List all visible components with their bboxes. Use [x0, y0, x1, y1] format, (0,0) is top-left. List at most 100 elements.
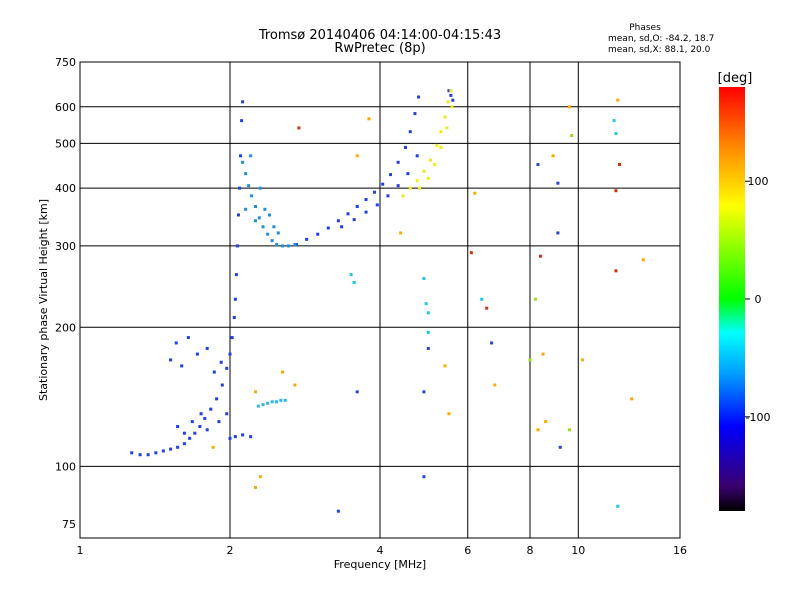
data-point: [352, 218, 356, 222]
data-point: [195, 352, 199, 356]
data-point: [396, 160, 400, 164]
data-point: [428, 158, 432, 162]
data-point: [266, 232, 270, 236]
data-point: [364, 198, 368, 202]
data-point: [570, 134, 574, 138]
data-point: [161, 449, 165, 453]
data-point: [435, 143, 439, 147]
data-point: [612, 119, 616, 123]
data-point: [415, 179, 419, 183]
data-point: [630, 397, 634, 401]
data-point: [283, 398, 287, 402]
data-point: [439, 130, 443, 134]
data-point: [490, 341, 494, 345]
data-point: [198, 425, 202, 429]
x-tick-label: 4: [377, 544, 384, 557]
data-point: [406, 172, 410, 176]
data-point: [297, 126, 301, 130]
phases-heading: Phases: [629, 23, 661, 33]
data-point: [558, 445, 562, 449]
data-point: [281, 244, 285, 248]
data-point: [450, 105, 454, 109]
data-point: [567, 428, 571, 432]
data-point: [556, 181, 560, 185]
y-tick-label: 750: [55, 56, 76, 69]
data-point: [401, 194, 405, 198]
data-point: [225, 366, 229, 370]
data-point: [447, 89, 451, 93]
phases-x-stats: mean, sd,X: 88.1, 20.0: [608, 45, 711, 55]
data-point: [193, 431, 197, 435]
data-point: [544, 420, 548, 424]
data-point: [422, 390, 426, 394]
data-point: [253, 219, 257, 223]
data-point: [352, 281, 356, 285]
data-point: [616, 98, 620, 102]
colorbar: [719, 87, 745, 511]
data-point: [581, 358, 585, 362]
data-point: [446, 100, 450, 104]
data-point: [281, 370, 285, 374]
data-point: [219, 360, 223, 364]
data-point: [364, 210, 368, 214]
y-axis-label: Stationary phase Virtual Height [km]: [37, 199, 50, 401]
phases-o-stats: mean, sd,O: -84.2, 18.7: [608, 34, 714, 44]
data-point: [228, 436, 232, 440]
data-point: [276, 231, 280, 235]
data-point: [541, 352, 545, 356]
data-point: [316, 232, 320, 236]
data-point: [230, 336, 234, 340]
data-point: [443, 115, 447, 119]
data-point: [614, 132, 618, 136]
data-point: [451, 98, 455, 102]
data-point: [386, 194, 390, 198]
data-point: [641, 258, 645, 262]
data-point: [426, 346, 430, 350]
data-point: [381, 182, 385, 186]
x-tick-label: 16: [673, 544, 687, 557]
x-axis-ticks: 1 2 4 6 8 10 16: [77, 544, 688, 557]
data-point: [485, 306, 489, 310]
data-point: [469, 251, 473, 255]
data-point: [536, 428, 540, 432]
x-tick-label: 1: [77, 544, 84, 557]
data-point: [203, 416, 207, 420]
data-point: [275, 400, 279, 404]
data-point: [244, 207, 248, 211]
data-point: [257, 216, 261, 220]
x-tick-label: 8: [527, 544, 534, 557]
data-point: [211, 445, 215, 449]
data-points: [130, 89, 645, 513]
data-point: [355, 390, 359, 394]
data-point: [424, 302, 428, 306]
data-point: [533, 297, 537, 301]
data-point: [169, 447, 173, 451]
data-point: [244, 172, 248, 176]
data-point: [176, 425, 180, 429]
data-point: [417, 95, 421, 99]
y-tick-label: 200: [55, 321, 76, 334]
data-point: [220, 383, 224, 387]
colorbar-label: [deg]: [718, 71, 753, 86]
data-point: [389, 173, 393, 177]
data-point: [447, 412, 451, 416]
data-point: [422, 169, 426, 173]
data-point: [536, 163, 540, 167]
data-point: [258, 475, 262, 479]
data-point: [279, 398, 283, 402]
y-tick-label: 100: [55, 460, 76, 473]
data-point: [217, 420, 221, 424]
data-point: [256, 404, 260, 408]
y-tick-label: 75: [62, 518, 76, 531]
colorbar-tick-label: 0: [755, 293, 762, 306]
data-point: [616, 504, 620, 508]
data-point: [240, 119, 244, 123]
data-point: [199, 412, 203, 416]
x-tick-label: 10: [571, 544, 585, 557]
data-point: [241, 160, 245, 164]
data-point: [205, 346, 209, 350]
data-point: [336, 509, 340, 513]
x-tick-label: 6: [464, 544, 471, 557]
y-axis-ticks: 75 100 200 300 400 500 600 750: [55, 56, 76, 531]
data-point: [433, 163, 437, 167]
